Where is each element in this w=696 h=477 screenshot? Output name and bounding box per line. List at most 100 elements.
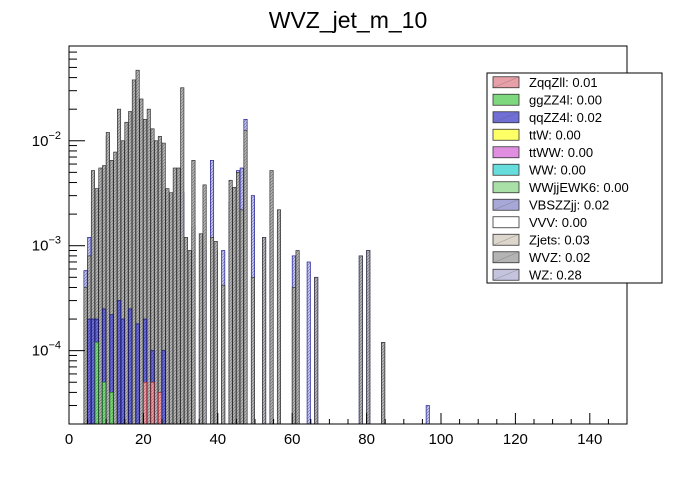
bar-zqqzll-22 <box>150 381 155 425</box>
bar-wvz-36 <box>202 184 207 425</box>
legend-swatch-hatch <box>492 234 520 246</box>
chart-title: WVZ_jet_m_10 <box>269 7 428 33</box>
bar-wvz-54 <box>269 170 274 425</box>
legend-swatch-hatch <box>492 76 520 88</box>
legend-swatch <box>492 93 520 106</box>
bar-qqzz4l-13 <box>117 300 122 425</box>
bar-wvz-23 <box>154 140 159 425</box>
legend-label: VBSZZjj: 0.02 <box>529 197 609 212</box>
legend-label: VVV: 0.00 <box>529 215 587 230</box>
bar-wvz-4 <box>83 287 88 425</box>
bar-wvz-29 <box>176 167 181 425</box>
legend-label: WVZ: 0.02 <box>529 250 590 265</box>
x-tick-label: 100 <box>428 431 453 448</box>
y-tick-label: 10−3 <box>32 235 61 255</box>
bar-wvz-30 <box>180 87 185 425</box>
legend-box <box>486 72 663 284</box>
legend-swatch-hatch <box>492 269 520 281</box>
legend-swatch <box>492 216 520 229</box>
bar-qqzz4l-6 <box>90 318 95 425</box>
bar-wvz-84 <box>381 341 386 425</box>
bar-wvz-24 <box>157 136 162 425</box>
bar-qqzz4l-14 <box>120 318 125 425</box>
legend: ZqqZll: 0.01 ggZZ4l: 0.00 qqZZ4l: 0.02 ttW:… <box>486 72 663 284</box>
y-tick-label-base: 10 <box>32 133 49 150</box>
bar-wvz-17 <box>131 79 136 425</box>
bar-wvz-56 <box>276 209 281 425</box>
legend-swatch <box>492 181 520 194</box>
x-tick-label: 120 <box>503 431 528 448</box>
bar-wvz-44 <box>232 186 237 425</box>
y-tick-label-base: 10 <box>32 238 49 255</box>
legend-label: ZqqZll: 0.01 <box>529 75 598 90</box>
legend-label: qqZZ4l: 0.02 <box>529 110 602 125</box>
y-tick-label: 10−4 <box>32 340 61 360</box>
x-tick-label: 20 <box>135 431 152 448</box>
bar-wvz-33 <box>191 160 196 425</box>
bar-wvz-38 <box>210 237 215 425</box>
bar-wvz-60 <box>291 287 296 425</box>
bar-wvz-49 <box>250 276 255 425</box>
y-tick-label-exponent: −4 <box>48 340 61 352</box>
bar-wvz-61 <box>295 250 300 425</box>
x-tick-label: 60 <box>284 431 301 448</box>
bar-wvz-46 <box>239 209 244 425</box>
legend-swatch-hatch <box>492 251 520 263</box>
bar-wvz-8 <box>98 167 103 425</box>
bar-wvz-43 <box>228 179 233 425</box>
bar-wvz-80 <box>366 250 371 425</box>
x-tick-label: 140 <box>577 431 602 448</box>
x-tick-label: 0 <box>65 431 73 448</box>
y-axis: 10−410−310−2 <box>32 45 85 425</box>
legend-swatch-hatch <box>492 199 520 211</box>
bar-ggzz4l-7 <box>94 341 99 425</box>
legend-swatch <box>492 146 520 159</box>
legend-label: Zjets: 0.03 <box>529 232 590 247</box>
bar-qqzz4l-25 <box>161 350 166 425</box>
bar-qqzz4l-18 <box>135 323 140 425</box>
bar-wvz-41 <box>221 284 226 425</box>
bar-zqqzll-24 <box>157 392 162 425</box>
x-tick-label: 40 <box>209 431 226 448</box>
x-tick-label: 80 <box>358 431 375 448</box>
legend-label: WW: 0.00 <box>529 162 586 177</box>
bar-wvz-28 <box>172 167 177 425</box>
legend-label: WZ: 0.28 <box>529 267 582 282</box>
bar-wvz-47 <box>243 130 248 425</box>
bar-wvz-21 <box>146 108 151 425</box>
bar-wvz-66 <box>314 276 319 425</box>
bar-wvz-39 <box>213 241 218 425</box>
legend-label: ttW: 0.00 <box>529 127 581 142</box>
legend-label: WWjjEWK6: 0.00 <box>529 180 629 195</box>
bar-wvz-52 <box>262 237 267 425</box>
bar-qqzz4l-5 <box>87 318 92 425</box>
bar-ggzz4l-9 <box>102 381 107 425</box>
bar-ggzz4l-11 <box>109 392 114 425</box>
bar-wz-96 <box>425 405 430 425</box>
legend-label: ggZZ4l: 0.00 <box>529 92 602 107</box>
bar-wvz-19 <box>139 98 144 425</box>
bar-wvz-12 <box>113 151 118 425</box>
legend-swatch <box>492 163 520 176</box>
bar-wvz-26 <box>165 188 170 425</box>
y-tick-label-exponent: −3 <box>48 235 61 247</box>
bar-wvz-45 <box>236 172 241 425</box>
bar-wz-64 <box>306 261 311 425</box>
y-tick-label: 10−2 <box>32 130 61 150</box>
legend-swatch-hatch <box>492 111 520 123</box>
y-tick-label-exponent: −2 <box>48 130 61 142</box>
bar-wvz-10 <box>105 132 110 425</box>
bar-wvz-15 <box>124 121 129 425</box>
bar-wvz-31 <box>183 237 188 425</box>
bar-qqzz4l-16 <box>128 308 133 425</box>
bar-wvz-27 <box>169 192 174 425</box>
legend-swatch <box>492 128 520 141</box>
bar-wvz-35 <box>198 233 203 425</box>
bar-wvz-78 <box>358 255 363 425</box>
x-axis: 0 20 40 60 80 100 120 140 <box>65 413 628 448</box>
legend-label: ttWW: 0.00 <box>529 145 593 160</box>
y-tick-label-base: 10 <box>32 343 49 360</box>
bar-wvz-32 <box>187 250 192 425</box>
